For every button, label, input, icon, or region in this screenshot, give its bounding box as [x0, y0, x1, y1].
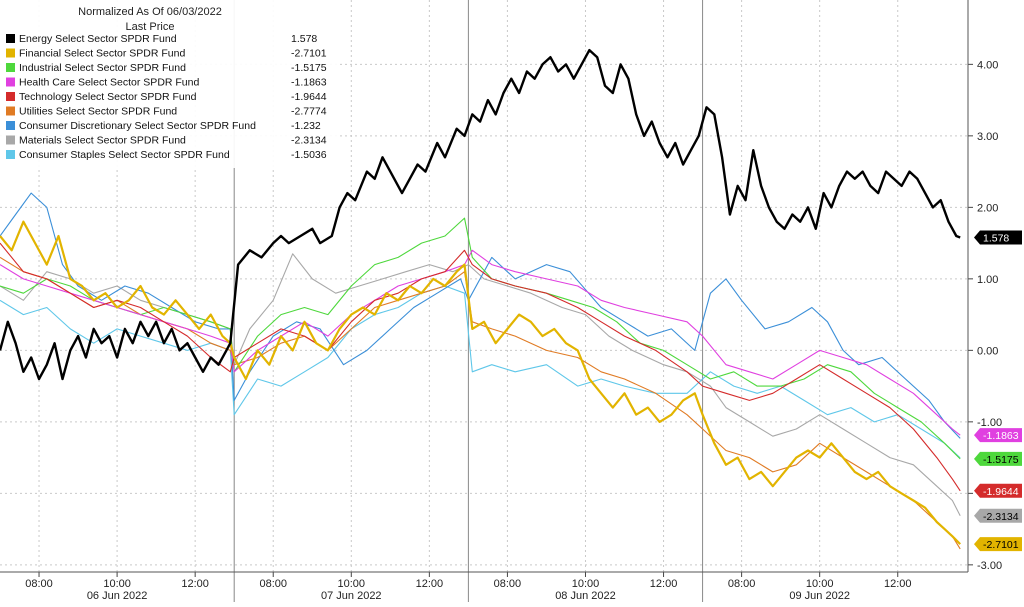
legend-label: Energy Select Sector SPDR Fund: [19, 33, 177, 45]
x-tick-label: 12:00: [181, 578, 209, 590]
legend-label: Consumer Discretionary Select Sector SPD…: [19, 120, 256, 132]
legend-value: -1.5175: [291, 62, 327, 74]
legend-label: Technology Select Sector SPDR Fund: [19, 91, 197, 103]
legend-value-header: Last Price: [126, 21, 175, 33]
day-label: 09 Jun 2022: [789, 590, 850, 602]
legend-value: -1.232: [291, 120, 321, 132]
series-line: [0, 48, 961, 381]
x-tick-label: 10:00: [806, 578, 834, 590]
end-label-value: -1.5175: [983, 454, 1019, 466]
legend-label: Financial Select Sector SPDR Fund: [19, 48, 185, 60]
legend-label: Health Care Select Sector SPDR Fund: [19, 77, 199, 89]
end-label-value: -1.1863: [983, 430, 1019, 442]
x-tick-label: 08:00: [259, 578, 287, 590]
end-label-value: -1.9644: [983, 486, 1019, 498]
legend-swatch: [6, 34, 15, 43]
end-label-flag: [974, 537, 1022, 552]
x-tick-label: 10:00: [338, 578, 366, 590]
y-tick-label: 4.00: [977, 59, 998, 71]
legend-swatch: [6, 92, 15, 101]
day-label: 06 Jun 2022: [87, 590, 148, 602]
x-tick-label: 08:00: [25, 578, 53, 590]
end-label-value: -2.7101: [983, 539, 1019, 551]
y-tick-label: 1.00: [977, 274, 998, 286]
legend-value: -1.9644: [291, 91, 327, 103]
legend-swatch: [6, 135, 15, 145]
legend-label: Utilities Select Sector SPDR Fund: [19, 106, 177, 118]
y-tick-label: 2.00: [977, 202, 998, 214]
end-labels: 1.578 -1.1863 -1.5175 -1.9644 -2.3134 -2.7101: [974, 230, 1022, 552]
legend-label: Industrial Select Sector SPDR Fund: [19, 62, 186, 74]
y-tick-label: 3.00: [977, 131, 998, 143]
legend-value: -2.7774: [291, 106, 327, 118]
x-tick-label: 12:00: [416, 578, 444, 590]
x-tick-label: 12:00: [650, 578, 678, 590]
legend-swatch: [6, 150, 15, 159]
end-label-value: 1.578: [983, 233, 1009, 245]
end-label-value: -2.3134: [983, 511, 1019, 523]
y-tick-label: -3.00: [977, 560, 1002, 572]
x-tick-label: 10:00: [103, 578, 131, 590]
x-tick-label: 08:00: [494, 578, 522, 590]
end-label-flag: [974, 451, 1022, 466]
series-line: [0, 220, 961, 545]
x-tick-label: 12:00: [884, 578, 912, 590]
legend-label: Materials Select Sector SPDR Fund: [19, 135, 186, 147]
legend-swatch: [6, 63, 15, 72]
end-label-flag: [974, 508, 1022, 523]
legend-value: -2.3134: [291, 135, 327, 147]
legend-value: 1.578: [291, 33, 317, 45]
legend-background: [0, 0, 340, 168]
y-tick-label: -1.00: [977, 417, 1002, 429]
legend-swatch: [6, 106, 15, 116]
series-lines: [0, 48, 961, 550]
legend-label: Consumer Staples Select Sector SPDR Fund: [19, 149, 230, 161]
legend-swatch: [6, 48, 15, 58]
chart-title: Normalized As Of 06/03/2022: [78, 6, 222, 18]
legend: Normalized As Of 06/03/2022 Last Price E…: [0, 0, 340, 168]
axes: -3.00-2.00-1.000.001.002.003.004.0008:00…: [0, 0, 1002, 602]
series-line: [0, 242, 961, 492]
end-label-flag: [974, 230, 1022, 245]
y-tick-label: 0.00: [977, 345, 998, 357]
legend-swatch: [6, 121, 15, 130]
day-label: 08 Jun 2022: [555, 590, 616, 602]
x-tick-label: 08:00: [728, 578, 756, 590]
legend-value: -1.5036: [291, 149, 327, 161]
legend-value: -2.7101: [291, 48, 327, 60]
end-label-flag: [974, 483, 1022, 498]
legend-swatch: [6, 77, 15, 87]
end-label-flag: [974, 428, 1022, 443]
x-tick-label: 10:00: [572, 578, 600, 590]
day-label: 07 Jun 2022: [321, 590, 382, 602]
legend-value: -1.1863: [291, 77, 327, 89]
